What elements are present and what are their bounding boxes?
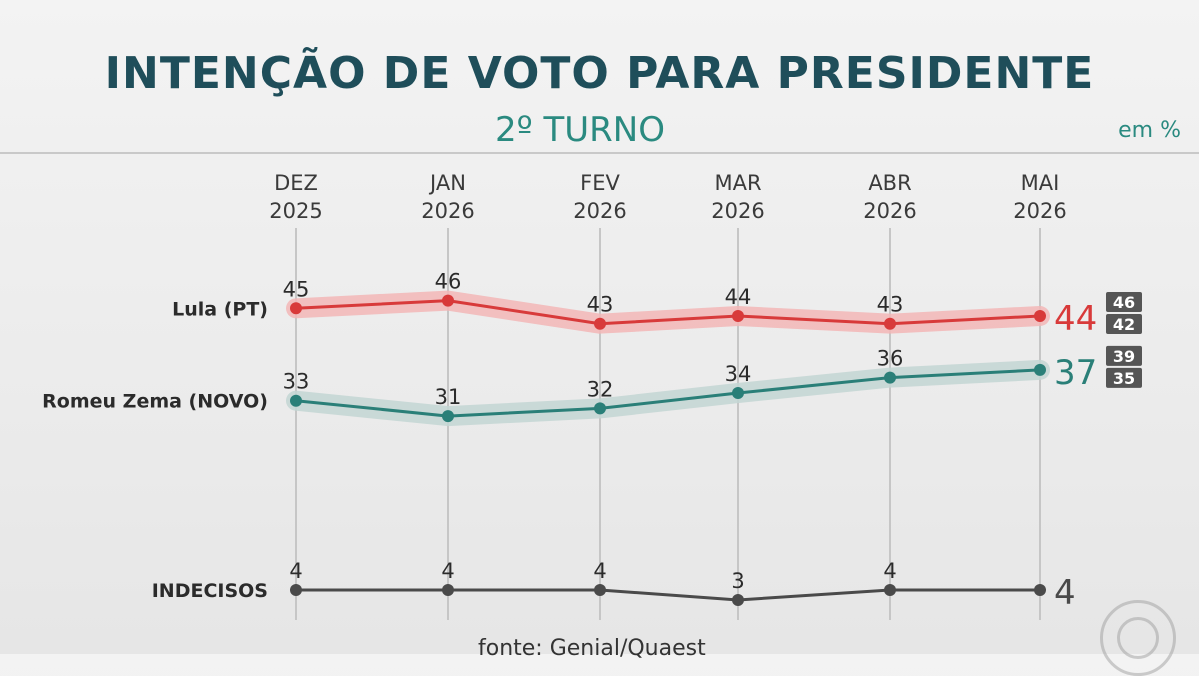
data-label-1-0: 33 — [283, 370, 310, 394]
point-2-5 — [1034, 584, 1046, 596]
series-line-1 — [295, 368, 1041, 418]
range-box-0-1 — [1106, 314, 1142, 334]
data-label-0-1: 46 — [435, 270, 462, 294]
point-0-4 — [884, 317, 896, 330]
point-2-1 — [442, 584, 454, 596]
point-1-4 — [884, 371, 896, 384]
end-value-0: 44 — [1054, 299, 1097, 339]
series-label-0: Lula (PT) — [172, 298, 268, 320]
point-2-2 — [594, 584, 606, 596]
range-box-1-1 — [1106, 367, 1142, 388]
point-1-5 — [1034, 363, 1046, 376]
line-chart: DEZ 2025 JAN 2026 FEV 2026 MAR 2026 ABR 2026 MAI 20… — [42, 171, 1142, 620]
chart-title: INTENÇÃO DE VOTO PARA PRESIDENTE — [104, 48, 1095, 99]
end-value-2: 4 — [1054, 573, 1076, 613]
point-0-5 — [1034, 310, 1046, 322]
range-value-1-0: 39 — [1113, 347, 1135, 366]
point-0-0 — [290, 302, 302, 315]
data-label-2-0: 4 — [289, 559, 302, 583]
data-label-0-4: 43 — [877, 293, 904, 317]
x-tick-year-0: 2025 — [269, 199, 322, 223]
x-tick-year-3: 2026 — [711, 199, 764, 223]
x-tick-year-5: 2026 — [1013, 199, 1066, 223]
point-0-3 — [732, 310, 744, 322]
range-value-1-1: 35 — [1113, 369, 1135, 388]
data-label-2-4: 4 — [883, 559, 896, 583]
series-label-1: Romeu Zema (NOVO) — [42, 391, 268, 413]
x-tick-month-3: MAR — [714, 171, 761, 195]
point-1-2 — [594, 402, 606, 415]
x-tick-year-1: 2026 — [421, 199, 474, 223]
point-1-3 — [732, 387, 744, 399]
data-label-2-1: 4 — [441, 559, 454, 583]
header-divider — [0, 152, 1199, 154]
data-label-1-1: 31 — [435, 385, 462, 409]
source-note: fonte: Genial/Quaest — [478, 636, 706, 661]
point-1-0 — [290, 394, 302, 407]
point-0-2 — [594, 317, 606, 330]
point-0-1 — [442, 294, 454, 307]
unit-label: em % — [1118, 118, 1181, 143]
x-tick-month-5: MAI — [1021, 171, 1060, 195]
point-1-1 — [442, 410, 454, 423]
broadcaster-logo-icon — [1100, 600, 1176, 676]
range-value-0-1: 42 — [1113, 315, 1135, 334]
x-tick-month-0: DEZ — [274, 171, 318, 195]
chart-subtitle: 2º TURNO — [495, 110, 665, 150]
point-2-0 — [290, 584, 302, 596]
x-tick-month-1: JAN — [428, 171, 466, 195]
data-label-1-3: 34 — [725, 362, 752, 386]
point-2-4 — [884, 584, 896, 596]
point-2-3 — [732, 594, 744, 606]
range-box-0-0 — [1106, 292, 1142, 312]
data-label-2-3: 3 — [731, 569, 744, 593]
range-box-1-0 — [1106, 345, 1142, 366]
series-line-2 — [296, 588, 1040, 602]
x-tick-month-2: FEV — [580, 171, 620, 195]
data-label-1-4: 36 — [877, 347, 904, 371]
end-value-1: 37 — [1054, 353, 1097, 393]
x-tick-month-4: ABR — [868, 171, 911, 195]
range-value-0-0: 46 — [1113, 293, 1135, 312]
data-label-2-2: 4 — [593, 559, 606, 583]
x-tick-year-4: 2026 — [863, 199, 916, 223]
series-line-0 — [295, 299, 1041, 326]
data-label-0-2: 43 — [587, 293, 614, 317]
data-label-1-2: 32 — [587, 377, 614, 401]
data-label-0-0: 45 — [283, 277, 310, 301]
x-tick-year-2: 2026 — [573, 199, 626, 223]
data-label-0-3: 44 — [725, 285, 752, 309]
series-label-2: INDECISOS — [152, 580, 268, 602]
